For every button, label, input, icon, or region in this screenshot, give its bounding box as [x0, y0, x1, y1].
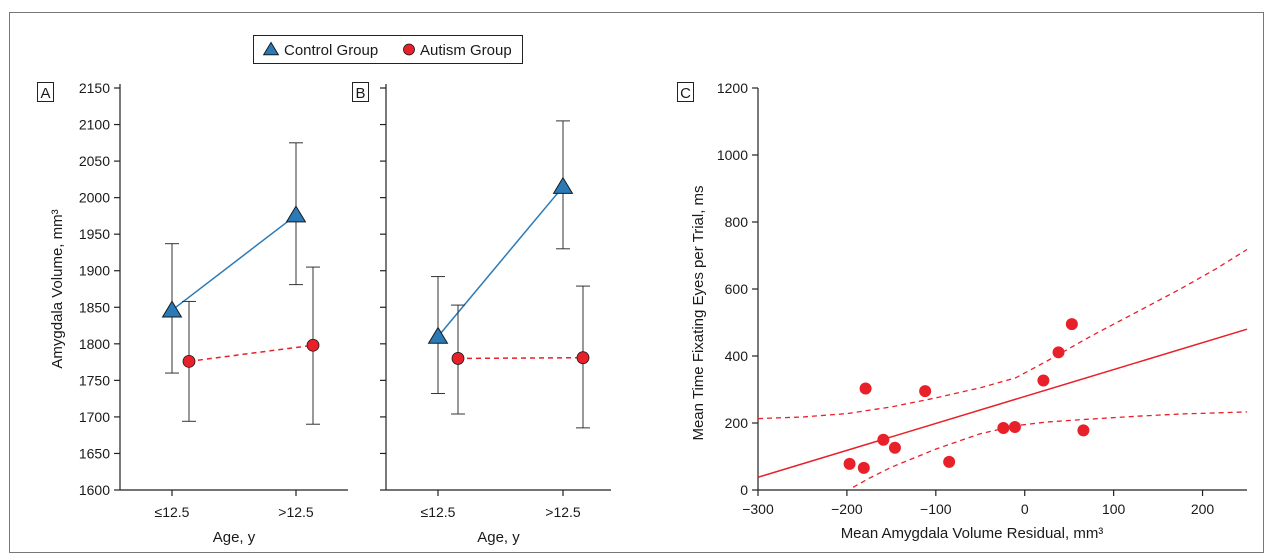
panel-label: B: [355, 85, 365, 102]
scatter-point: [859, 382, 872, 395]
scatter-point: [857, 461, 870, 474]
x-tick-label: −300: [742, 501, 774, 517]
series-line: [457, 356, 584, 360]
x-tick-label: >12.5: [278, 504, 314, 520]
scatter-point: [843, 457, 856, 470]
scatter-point: [1077, 424, 1090, 437]
data-point-circle: [306, 338, 320, 352]
y-tick-label: 600: [725, 281, 749, 297]
panel-label-box: [677, 82, 694, 102]
scatter-point: [1008, 421, 1021, 434]
data-point-circle: [451, 352, 465, 365]
data-point-circle: [182, 354, 196, 368]
y-tick-label: 1800: [79, 336, 110, 352]
legend-box: [253, 35, 523, 64]
panel-b: B ≤12.5 >12.5 Age, y: [352, 82, 611, 546]
scatter-point: [1037, 374, 1050, 387]
legend-circle-icon: [403, 43, 415, 56]
y-tick-label: 1950: [79, 226, 110, 242]
series-line: [188, 344, 314, 363]
x-tick-label: ≤12.5: [421, 504, 456, 520]
y-tick-label: 1700: [79, 409, 110, 425]
scatter-point: [919, 385, 932, 398]
y-tick-label: 1850: [79, 299, 110, 315]
panel-label-box: [352, 82, 369, 102]
y-tick-label: 1900: [79, 263, 110, 279]
legend-label-autism: Autism Group: [420, 42, 512, 59]
y-tick-label: 0: [740, 482, 748, 498]
data-point-triangle: [285, 205, 307, 223]
y-tick-label: 2050: [79, 153, 110, 169]
panel-label: C: [680, 85, 691, 102]
figure-border: [9, 12, 1264, 553]
y-tick-label: 400: [725, 348, 749, 364]
y-tick-label: 1750: [79, 372, 110, 388]
y-tick-label: 2150: [79, 80, 110, 96]
scatter-point: [1065, 318, 1078, 331]
panel-label-box: [37, 82, 54, 102]
data-point-circle: [576, 351, 590, 365]
scatter-point: [997, 422, 1010, 435]
y-tick-label: 1600: [79, 482, 110, 498]
y-tick-label: 1650: [79, 445, 110, 461]
confidence-band-upper: [757, 248, 1248, 420]
confidence-band-lower: [852, 411, 1248, 488]
regression-line: [757, 328, 1248, 478]
legend: Control Group Autism Group: [253, 35, 523, 64]
x-tick-label: −100: [920, 501, 952, 517]
y-tick-label: 1000: [717, 147, 748, 163]
x-axis-label: Age, y: [477, 529, 520, 546]
y-tick-label: 2100: [79, 117, 110, 133]
legend-triangle-icon: [262, 41, 280, 56]
panel-label: A: [40, 85, 50, 102]
panel-c: C 0 200 400 600 800 1000 1200 −300 −200 −100 0 100 20…: [677, 80, 1248, 542]
scatter-point: [888, 441, 901, 454]
y-tick-label: 800: [725, 214, 749, 230]
scatter-point: [943, 455, 956, 468]
panel-a: A 1600 1650 1700 1750 1800 1850 1900 1950 2000 205…: [37, 80, 348, 546]
scatter-point: [877, 433, 890, 446]
y-axis-label: Mean Time Fixating Eyes per Trial, ms: [690, 185, 707, 440]
x-tick-label: −200: [831, 501, 863, 517]
legend-label-control: Control Group: [284, 42, 378, 59]
x-axis-label: Mean Amygdala Volume Residual, mm³: [841, 525, 1104, 542]
x-tick-label: 200: [1191, 501, 1215, 517]
x-tick-label: ≤12.5: [155, 504, 190, 520]
y-tick-label: 1200: [717, 80, 748, 96]
y-tick-label: 2000: [79, 190, 110, 206]
x-tick-label: 100: [1102, 501, 1126, 517]
y-axis-label: Amygdala Volume, mm³: [49, 209, 66, 368]
x-axis-label: Age, y: [213, 529, 256, 546]
y-tick-label: 200: [725, 415, 749, 431]
data-point-triangle: [161, 300, 183, 318]
x-tick-label: 0: [1021, 501, 1029, 517]
data-point-triangle: [427, 326, 449, 344]
x-tick-label: >12.5: [545, 504, 581, 520]
series-line: [171, 214, 297, 311]
data-point-triangle: [552, 176, 574, 194]
scatter-point: [1052, 346, 1065, 359]
series-line: [437, 186, 564, 337]
